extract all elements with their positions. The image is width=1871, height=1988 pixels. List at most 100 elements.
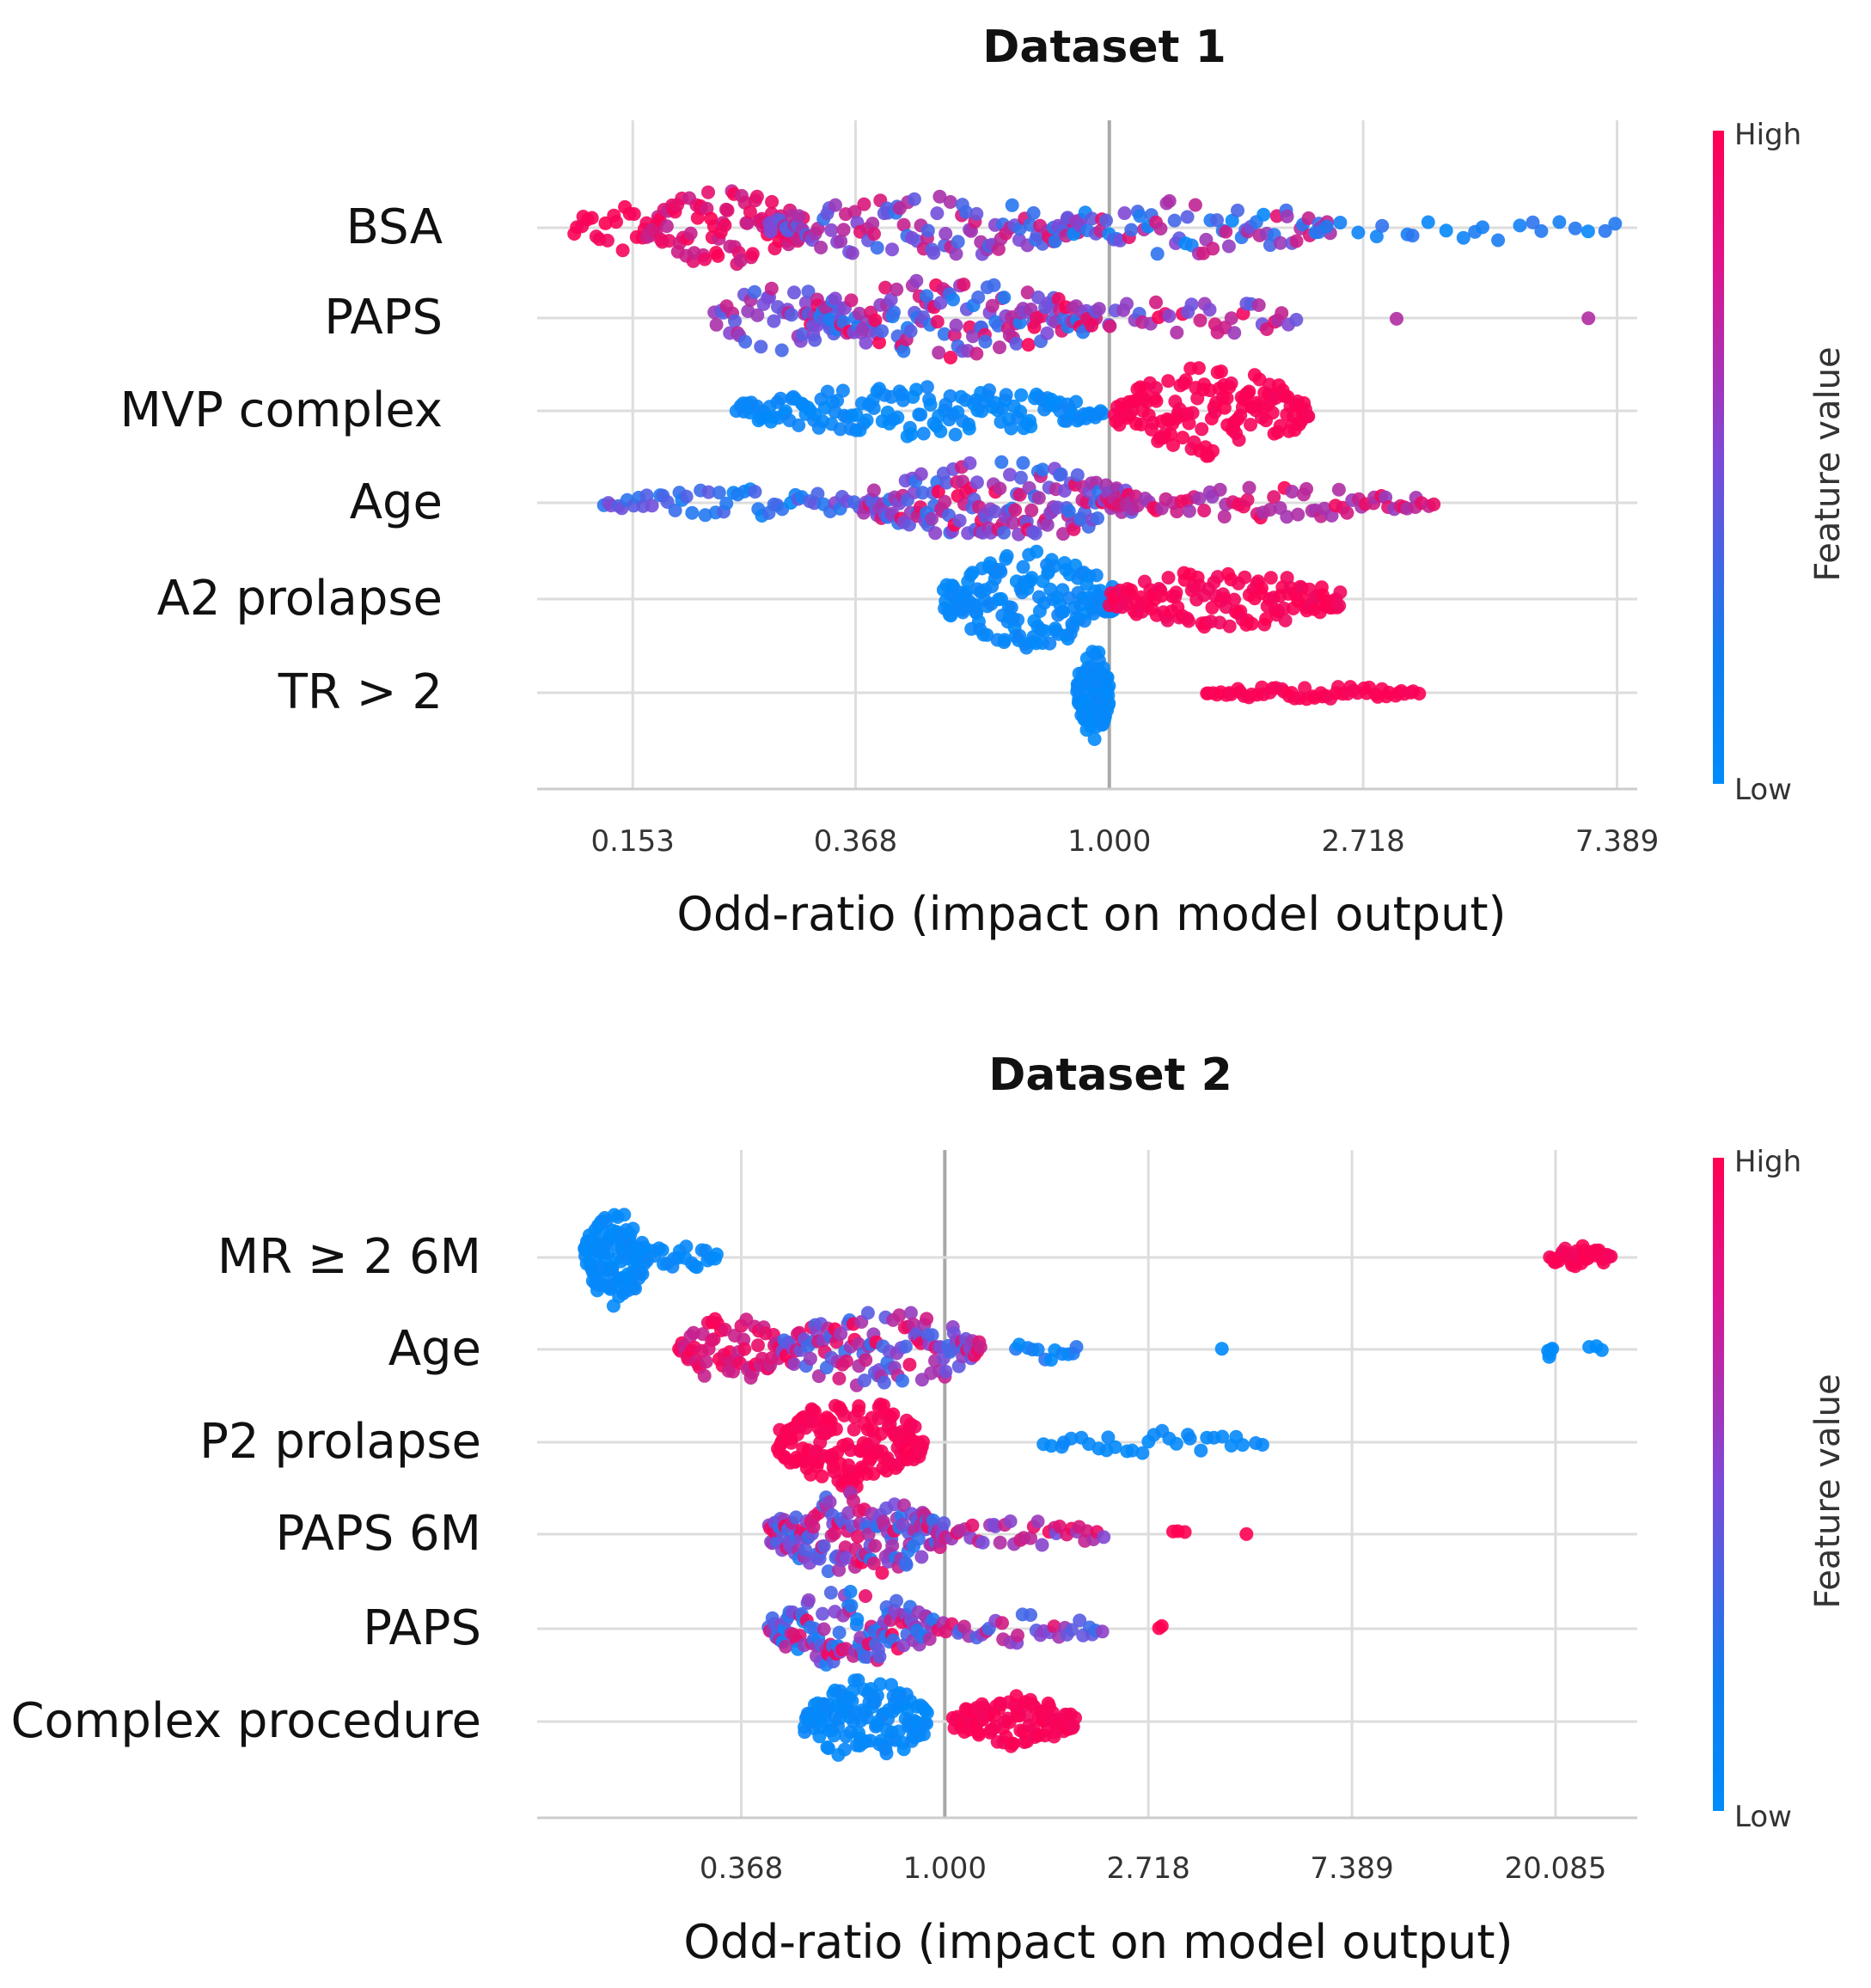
shap-point: [1227, 592, 1241, 607]
shap-point: [816, 1622, 831, 1636]
shap-point: [1319, 219, 1334, 234]
shap-point: [943, 195, 957, 209]
shap-point: [925, 511, 939, 526]
shap-point: [1263, 503, 1277, 517]
shap-point: [1102, 696, 1116, 711]
shap-point: [1182, 614, 1195, 628]
shap-point: [803, 1351, 817, 1366]
shap-point: [994, 455, 1009, 469]
shap-point: [1014, 388, 1029, 402]
shap-point: [697, 1368, 712, 1383]
shap-point: [662, 234, 676, 248]
shap-point: [1332, 598, 1347, 613]
shap-point: [709, 1247, 724, 1262]
shap-point: [635, 1267, 650, 1281]
shap-point: [896, 217, 911, 232]
shap-point: [1291, 507, 1305, 522]
shap-point: [828, 1422, 843, 1436]
shap-point: [879, 1746, 894, 1761]
shap-point: [1023, 217, 1037, 232]
shap-point: [925, 1328, 939, 1343]
shap-point: [1073, 1613, 1087, 1628]
shap-point: [931, 485, 945, 499]
shap-point: [1013, 470, 1028, 485]
shap-point: [1210, 570, 1225, 584]
shap-point: [823, 1586, 838, 1600]
shap-point: [838, 1540, 853, 1555]
shap-point: [870, 1688, 884, 1703]
shap-point: [1333, 216, 1348, 229]
shap-point: [1476, 220, 1489, 235]
shap-point: [939, 475, 954, 490]
shap-point: [920, 1705, 934, 1720]
shap-point: [852, 1399, 866, 1413]
shap-point: [750, 308, 765, 322]
shap-point: [737, 1342, 752, 1356]
shap-point: [914, 407, 928, 422]
chart-title: Dataset 1: [982, 21, 1226, 73]
shap-point: [985, 298, 1000, 313]
shap-point: [911, 1532, 926, 1546]
shap-point: [828, 198, 842, 212]
shap-point: [617, 1208, 632, 1222]
shap-point: [824, 223, 839, 237]
shap-point: [1016, 560, 1030, 574]
shap-point: [1221, 239, 1236, 254]
shap-point: [1026, 205, 1041, 220]
shap-point: [1227, 326, 1242, 340]
shap-point: [1013, 404, 1028, 419]
shap-point: [1254, 581, 1269, 596]
shap-point: [1176, 431, 1190, 445]
shap-point: [1011, 613, 1025, 627]
shap-point: [1024, 419, 1038, 434]
shap-point: [1161, 571, 1176, 585]
shap-point: [1089, 568, 1104, 583]
x-tick-label: 20.085: [1504, 1851, 1606, 1886]
x-tick-label: 7.389: [1575, 824, 1659, 859]
shap-point: [828, 291, 842, 306]
shap-point: [1239, 1526, 1254, 1541]
shap-point: [939, 1364, 953, 1379]
shap-point: [1040, 326, 1055, 340]
shap-point: [839, 1354, 853, 1368]
shap-point: [962, 421, 976, 436]
shap-point: [892, 1308, 907, 1323]
shap-point: [1068, 1710, 1082, 1725]
shap-point: [920, 1716, 933, 1731]
shap-point: [884, 292, 898, 307]
shap-point: [1070, 468, 1085, 482]
shap-point: [965, 1518, 980, 1532]
shap-point: [754, 339, 768, 354]
shap-point: [949, 318, 963, 333]
shap-point: [872, 335, 886, 350]
shap-point: [845, 246, 859, 260]
shap-point: [808, 333, 822, 347]
shap-point: [679, 489, 694, 504]
shap-point: [857, 1373, 871, 1388]
shap-point: [878, 280, 893, 295]
shap-point: [801, 1593, 816, 1607]
shap-point: [668, 503, 682, 517]
shap-point: [1150, 247, 1165, 261]
shap-point: [1331, 482, 1346, 497]
shap-point: [1289, 313, 1304, 327]
shap-point: [689, 1260, 704, 1275]
shap-point: [999, 388, 1013, 402]
shap-point: [844, 1599, 859, 1613]
shap-point: [1085, 211, 1099, 226]
shap-point: [827, 1526, 841, 1541]
shap-point: [1222, 619, 1237, 633]
shap-point: [1056, 604, 1071, 619]
shap-point: [850, 1612, 865, 1626]
feature-label: P2 prolapse: [199, 1414, 481, 1470]
shap-point: [914, 467, 928, 481]
shap-point: [1232, 432, 1246, 447]
shap-point: [1439, 223, 1453, 238]
shap-point: [847, 205, 862, 219]
shap-point: [1427, 497, 1441, 511]
shap-point: [993, 340, 1006, 355]
shap-point: [847, 1494, 860, 1508]
shap-point: [1238, 570, 1252, 584]
shap-point: [1031, 291, 1045, 304]
shap-point: [820, 384, 835, 399]
